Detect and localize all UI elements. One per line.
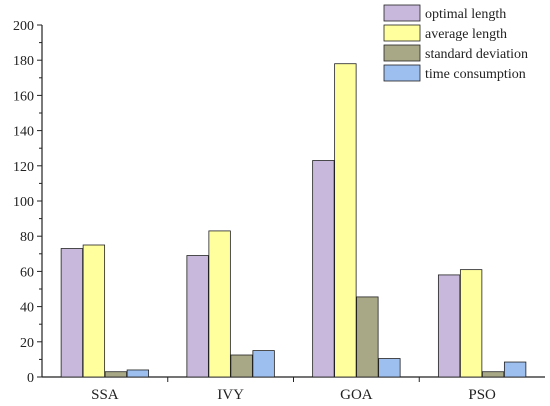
x-tick-label: IVY [217, 387, 244, 403]
y-tick-label: 120 [13, 160, 34, 175]
x-tick-label: GOA [340, 387, 373, 403]
bar-goa-optimal-length [312, 160, 335, 378]
y-tick-label: 160 [13, 89, 34, 104]
legend-swatch [383, 24, 421, 42]
y-tick-label: 80 [20, 230, 34, 245]
bar-goa-standard-deviation [356, 296, 379, 378]
bar-ssa-time-consumption [126, 369, 150, 378]
y-axis: 0 20 40 60 80 100 120 140 160 180 200 [13, 19, 42, 386]
legend-label: average length [425, 27, 507, 42]
y-tick-label: 140 [13, 125, 34, 140]
legend-label: standard deviation [425, 47, 528, 62]
bar-ssa-standard-deviation [104, 371, 128, 378]
bar-ivy-average-length [208, 230, 231, 378]
y-tick-label: 200 [13, 19, 34, 34]
x-tick-label: SSA [91, 387, 119, 403]
bars [60, 63, 527, 378]
y-tick-label: 60 [20, 265, 34, 280]
bar-goa-time-consumption [378, 358, 401, 378]
legend: optimal length average length standard dev… [383, 4, 528, 82]
x-tick-label: PSO [468, 387, 496, 403]
bar-ivy-time-consumption [252, 350, 275, 378]
legend-swatch [383, 4, 421, 22]
bar-ssa-optimal-length [60, 248, 84, 378]
legend-swatch [383, 44, 421, 62]
bar-pso-time-consumption [503, 361, 527, 378]
legend-swatch [383, 64, 421, 82]
bar-pso-optimal-length [437, 274, 461, 378]
bar-ssa-average-length [82, 244, 106, 378]
bar-pso-average-length [459, 269, 483, 378]
bar-goa-average-length [334, 63, 357, 378]
y-tick-label: 180 [13, 54, 34, 69]
y-tick-label: 0 [27, 371, 34, 386]
legend-label: time consumption [425, 67, 526, 82]
y-tick-label: 20 [20, 336, 34, 351]
y-tick-label: 40 [20, 301, 34, 316]
y-tick-label: 100 [13, 195, 34, 210]
x-axis: SSA IVY GOA PSO [91, 377, 496, 403]
bar-ivy-optimal-length [186, 255, 209, 378]
legend-label: optimal length [425, 7, 506, 22]
bar-pso-standard-deviation [481, 371, 505, 378]
bar-ivy-standard-deviation [230, 354, 253, 378]
